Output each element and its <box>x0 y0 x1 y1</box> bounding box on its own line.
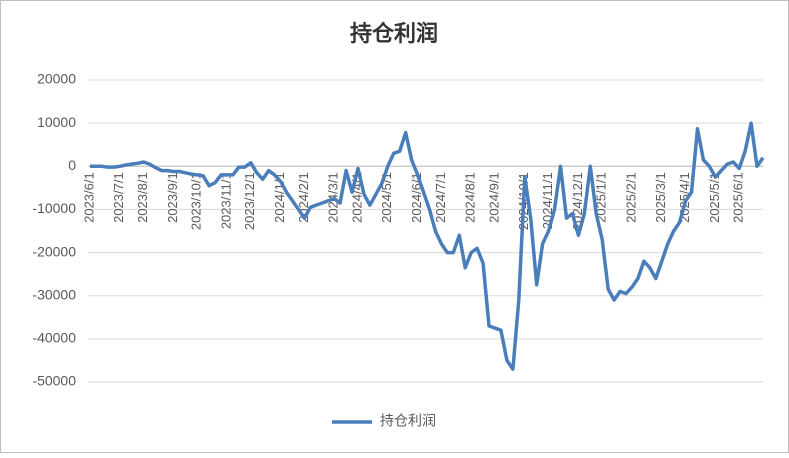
chart-title: 持仓利润 <box>350 21 438 46</box>
y-tick-label: -50000 <box>32 373 76 389</box>
data-line <box>90 121 765 371</box>
x-tick-label: 2024/8/1 <box>463 172 478 223</box>
x-tick-label: 2025/6/1 <box>731 172 746 223</box>
y-tick-label: -10000 <box>32 200 76 216</box>
x-tick-label: 2024/9/1 <box>486 172 501 223</box>
y-tick-label: -40000 <box>32 330 76 346</box>
y-tick-label: 10000 <box>37 114 76 130</box>
x-tick-label: 2024/6/1 <box>409 172 424 223</box>
x-tick-label: 2023/11/1 <box>218 172 233 229</box>
y-tick-label: -30000 <box>32 286 76 302</box>
y-tick-label: 20000 <box>37 71 76 87</box>
legend-label: 持仓利润 <box>380 413 436 429</box>
x-tick-label: 2024/7/1 <box>433 172 448 223</box>
x-tick-label: 2023/12/1 <box>242 172 257 230</box>
y-tick-label: 0 <box>68 157 76 173</box>
x-tick-label: 2025/2/1 <box>623 172 638 223</box>
x-tick-label: 2023/9/1 <box>165 172 180 223</box>
x-tick-label: 2025/4/1 <box>677 172 692 223</box>
x-tick-label: 2023/10/1 <box>189 172 204 230</box>
x-tick-label: 2025/5/1 <box>707 172 722 223</box>
x-tick-label: 2023/6/1 <box>81 172 96 223</box>
x-tick-label: 2025/3/1 <box>653 172 668 223</box>
x-tick-label: 2023/7/1 <box>111 172 126 223</box>
y-tick-label: -20000 <box>32 243 76 259</box>
x-tick-label: 2023/8/1 <box>135 172 150 223</box>
